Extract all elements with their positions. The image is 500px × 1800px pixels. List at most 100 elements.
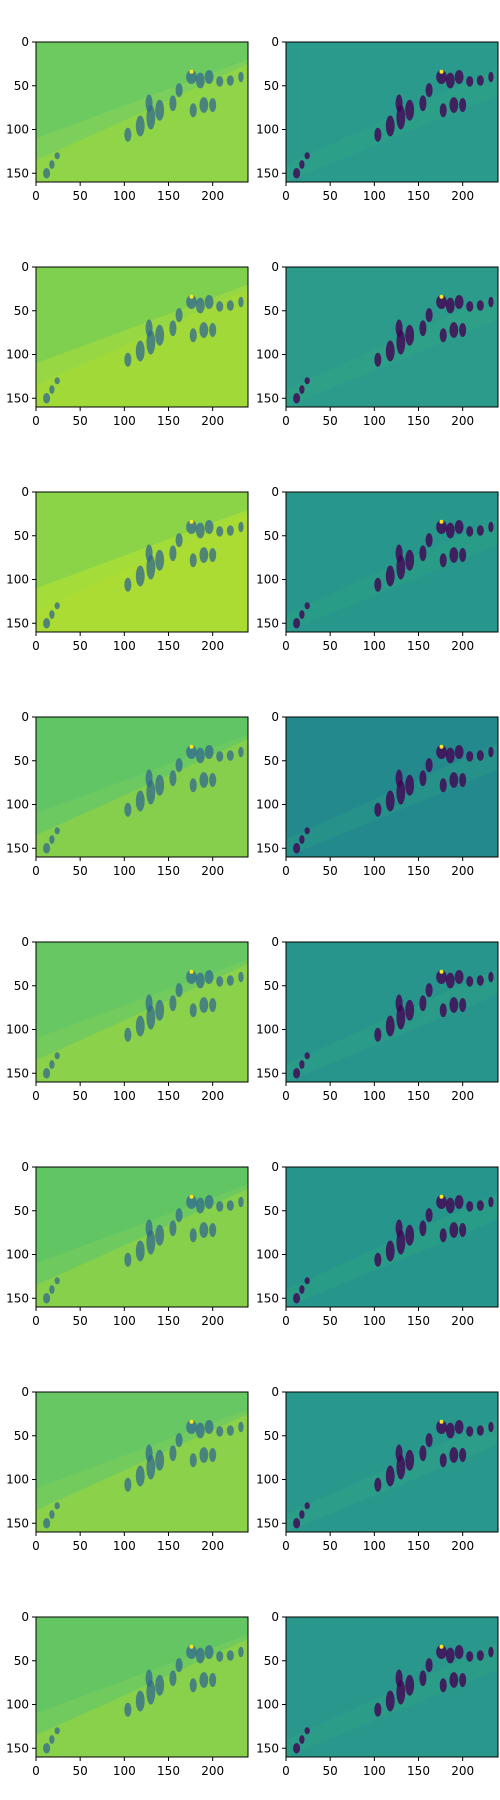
figure-silhouette [238,746,244,758]
figure-silhouette [186,970,197,984]
figure-silhouette [216,751,224,762]
figure-silhouette [199,1672,209,1688]
x-tick-label: 0 [282,414,290,428]
figure-silhouette [488,296,494,308]
figure-silhouette [54,827,60,835]
figure-silhouette [385,1015,395,1037]
y-tick-label: 50 [14,79,29,93]
figure-silhouette [454,745,464,759]
figure-silhouette [419,95,427,112]
figure-silhouette [199,1447,209,1463]
bright-spot [439,519,444,524]
figure-silhouette [175,1433,183,1448]
figure-silhouette [169,1670,177,1687]
bright-spot [439,1194,444,1199]
y-tick-label: 50 [264,304,279,318]
x-tick-label: 50 [73,1764,88,1778]
figure-silhouette [304,152,310,160]
figure-silhouette [436,1195,447,1209]
figure-silhouette [43,1068,51,1079]
x-tick-label: 0 [32,1539,40,1553]
figure-silhouette [293,843,301,854]
x-tick-label: 200 [201,864,224,878]
figure-silhouette [439,1228,447,1243]
figure-silhouette [175,533,183,548]
figure-silhouette [459,323,467,337]
panel-r3-c1: 0 50 100 150 200 0 50 100 150 [6,485,249,653]
figure-silhouette [145,769,153,787]
figure-silhouette [374,1252,382,1267]
figure-silhouette [169,95,177,112]
figure-silhouette [425,533,433,548]
figure-silhouette [195,1422,205,1439]
figure-silhouette [454,970,464,984]
y-tick-label: 0 [271,35,279,49]
figure-silhouette [145,1669,153,1687]
figure-silhouette [395,769,403,787]
figure-silhouette [293,1068,301,1079]
figure-silhouette [374,352,382,367]
x-tick-label: 200 [201,1089,224,1103]
dark-region [36,267,248,364]
figure-silhouette [454,1645,464,1659]
x-tick-label: 0 [282,1764,290,1778]
y-tick-label: 100 [256,1473,279,1487]
figure-silhouette [395,1219,403,1237]
figure-silhouette [189,553,197,568]
y-tick-label: 150 [6,166,29,180]
y-tick-label: 50 [14,1204,29,1218]
axes-frame [285,1616,499,1758]
figure-silhouette [195,747,205,764]
figure-silhouette [49,1510,55,1519]
x-tick-label: 100 [363,639,386,653]
x-tick-label: 150 [407,189,430,203]
heatmap-image [36,42,248,182]
figure-silhouette [204,1195,214,1209]
figure-silhouette [216,1651,224,1662]
figure-silhouette [186,70,197,84]
figure-silhouette [436,970,447,984]
x-tick-label: 100 [363,414,386,428]
figure-silhouette [43,1293,51,1304]
figure-silhouette [189,103,197,118]
figure-silhouette [238,1421,244,1433]
panel-r1-c2: 0 50 100 150 200 0 50 100 150 [256,35,499,203]
figure-silhouette [419,1670,427,1687]
figure-silhouette [439,778,447,793]
figure-silhouette [395,1669,403,1687]
figure-silhouette [204,1645,214,1659]
x-tick-label: 100 [363,864,386,878]
y-tick-label: 0 [21,1610,29,1624]
heatmap-image [286,1392,498,1532]
figure-silhouette [189,1228,197,1243]
figure-silhouette [299,1060,305,1069]
y-tick-label: 0 [21,710,29,724]
figure-silhouette [54,1277,60,1285]
figure-silhouette [124,1252,132,1267]
figure-silhouette [216,301,224,312]
figure-silhouette [293,618,301,629]
figure-silhouette [155,1449,165,1471]
y-tick-label: 100 [6,123,29,137]
figure-silhouette [488,71,494,83]
x-tick-label: 50 [323,1089,338,1103]
figure-silhouette [155,1674,165,1696]
x-tick-label: 200 [451,1539,474,1553]
figure-silhouette [445,1197,455,1214]
figure-silhouette [209,548,217,562]
figure-silhouette [374,1477,382,1492]
axes-frame [285,266,499,408]
figure-silhouette [488,746,494,758]
figure-silhouette [175,758,183,773]
figure-silhouette [304,827,310,835]
figure-silhouette [43,1743,51,1754]
figure-silhouette [195,522,205,539]
figure-silhouette [145,94,153,112]
figure-silhouette [226,525,234,536]
figure-silhouette [238,521,244,533]
figure-silhouette [54,152,60,160]
figure-silhouette [395,544,403,562]
bright-spot [439,744,444,749]
dark-region [36,942,248,1039]
figure-silhouette [49,160,55,169]
